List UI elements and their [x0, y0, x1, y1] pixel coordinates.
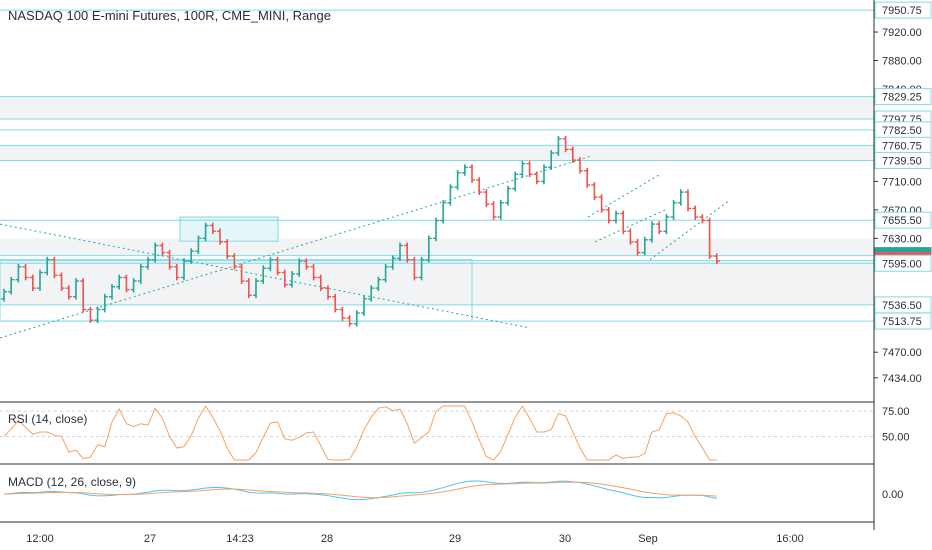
time-tick-label: 12:00 [26, 533, 54, 545]
time-tick-label: 30 [559, 533, 571, 545]
price-tick-label: 7434.00 [882, 373, 922, 385]
time-tick-label: 27 [144, 533, 156, 545]
level-label-box [874, 312, 932, 330]
level-label-box [874, 254, 932, 272]
level-label: 7950.75 [882, 5, 922, 17]
rsi-tick-label: 75.00 [882, 406, 910, 418]
sr-zone [0, 145, 874, 161]
level-label-box [874, 151, 932, 169]
rsi-label: RSI (14, close) [8, 412, 88, 426]
trend-line [649, 200, 729, 261]
time-tick-label: 14:23 [226, 533, 254, 545]
price-tick-label: 7710.00 [882, 176, 922, 188]
time-tick-label: Sep [638, 533, 658, 545]
level-label: 7513.75 [882, 316, 922, 328]
sr-zone [0, 238, 874, 256]
level-label: 7739.50 [882, 155, 922, 167]
highlight-box [179, 216, 279, 242]
macd-label: MACD (12, 26, close, 9) [8, 475, 137, 489]
macd-tick-label: 0.00 [882, 489, 903, 501]
time-tick-label: 28 [321, 533, 333, 545]
level-label: 7760.75 [882, 140, 922, 152]
price-tick-label: 7470.00 [882, 347, 922, 359]
time-tick-label: 16:00 [776, 533, 804, 545]
level-label: 7595.00 [882, 258, 922, 270]
price-tick-label: 7630.00 [882, 233, 922, 245]
level-label-box [874, 211, 932, 229]
signal-line [3, 481, 717, 499]
level-label-box [874, 88, 932, 106]
time-tick-label: 29 [449, 533, 461, 545]
chart-title: NASDAQ 100 E-mini Futures, 100R, CME_MIN… [8, 8, 331, 23]
level-label: 7829.25 [882, 92, 922, 104]
price-tick-label: 7920.00 [882, 27, 922, 39]
level-label: 7782.50 [882, 125, 922, 137]
rsi-tick-label: 50.00 [882, 432, 910, 444]
level-label-box [874, 1, 932, 19]
rsi-line [3, 405, 717, 461]
trend-line [587, 173, 661, 218]
level-label: 7655.50 [882, 215, 922, 227]
price-tick-label: 7880.00 [882, 55, 922, 67]
level-label: 7536.50 [882, 300, 922, 312]
sr-zone [0, 260, 874, 305]
sr-zone [0, 96, 874, 119]
